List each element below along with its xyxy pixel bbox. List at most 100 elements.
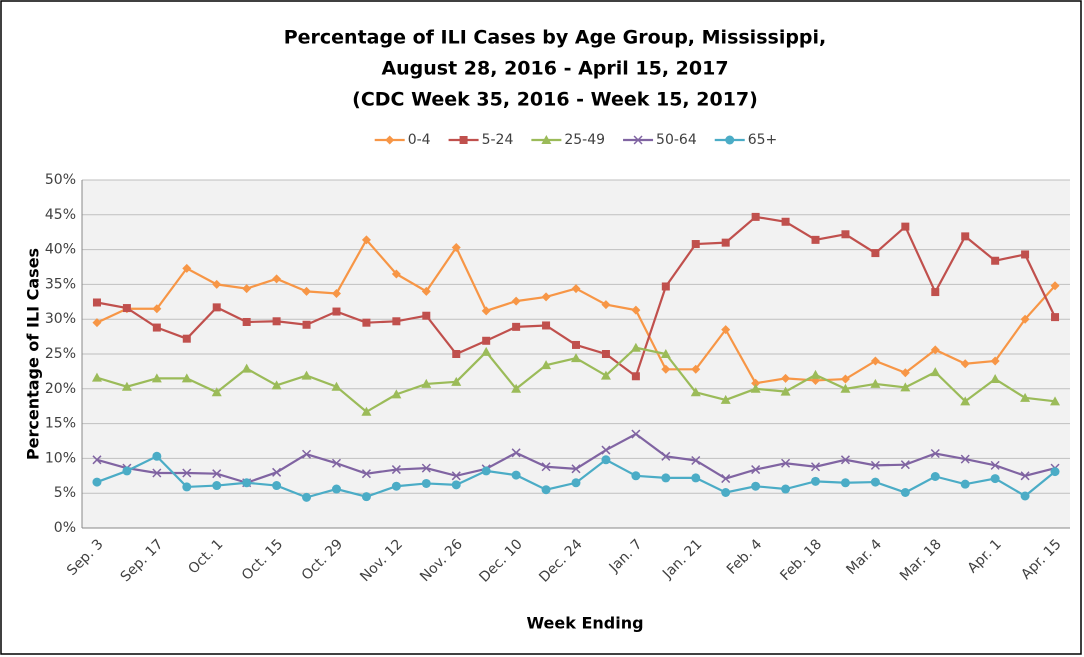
data-point (302, 492, 312, 502)
data-point (840, 383, 851, 393)
data-point (152, 451, 162, 461)
data-point (661, 473, 671, 483)
data-point (901, 222, 910, 231)
data-point (271, 380, 282, 390)
data-point (212, 481, 222, 491)
data-point (511, 296, 521, 306)
data-point (900, 368, 910, 378)
data-point (182, 263, 192, 273)
data-point (331, 381, 342, 391)
data-point (781, 217, 790, 226)
data-point (721, 238, 730, 247)
data-point (152, 304, 162, 314)
data-point (930, 471, 940, 481)
y-tick-label: 5% (54, 485, 76, 501)
data-point (721, 474, 731, 484)
data-point (571, 284, 581, 294)
data-point (781, 484, 791, 494)
data-point (361, 235, 371, 245)
data-point (242, 284, 252, 294)
y-tick-label: 15% (45, 416, 76, 432)
data-point (272, 467, 282, 477)
data-point (451, 480, 461, 490)
data-point (542, 321, 551, 330)
data-point (391, 465, 401, 475)
data-point (721, 325, 731, 335)
data-point (870, 477, 880, 487)
data-point (1020, 491, 1030, 501)
data-point (960, 479, 970, 489)
y-tick-label: 40% (45, 242, 76, 258)
data-point (451, 243, 461, 253)
data-point (211, 387, 222, 397)
data-point (421, 478, 431, 488)
data-point (751, 378, 761, 388)
data-point (630, 342, 641, 352)
y-tick-label: 0% (54, 520, 76, 536)
data-point (92, 455, 102, 465)
data-point (930, 448, 940, 459)
data-point (990, 474, 1000, 484)
data-point (601, 445, 611, 455)
data-point (421, 286, 431, 296)
data-point (541, 462, 551, 472)
data-point (302, 320, 311, 329)
data-point (182, 468, 192, 478)
data-point (182, 334, 191, 343)
legend: 0-4 5-24 25-49 50-64 65+ (374, 132, 778, 148)
data-point (92, 298, 101, 307)
legend-label: 0-4 (408, 132, 431, 148)
data-point (122, 304, 131, 313)
data-point (660, 349, 671, 358)
data-point (571, 478, 581, 488)
data-point (541, 292, 551, 302)
data-point (991, 256, 1000, 265)
data-point (302, 286, 312, 296)
data-point (451, 471, 461, 481)
data-point (182, 482, 192, 492)
y-tick-label: 20% (45, 381, 76, 397)
data-point (391, 481, 401, 491)
data-point (600, 370, 611, 380)
data-point (930, 367, 941, 377)
data-point (990, 460, 1000, 470)
data-point (511, 383, 522, 393)
data-point (633, 135, 643, 145)
data-point (781, 373, 791, 383)
legend-label: 65+ (748, 132, 778, 148)
data-point (272, 274, 282, 284)
data-point (810, 369, 821, 379)
data-point (481, 466, 491, 476)
data-point (152, 323, 161, 332)
data-point (1051, 313, 1060, 322)
data-point (212, 469, 222, 479)
y-tick-label: 10% (45, 450, 76, 466)
data-point (900, 460, 910, 470)
data-point (212, 279, 222, 289)
data-point (810, 462, 821, 472)
data-point (725, 135, 735, 145)
y-tick-label: 35% (45, 276, 76, 292)
data-point (181, 373, 192, 383)
data-point (601, 300, 611, 310)
data-point (720, 394, 731, 404)
data-point (811, 476, 821, 486)
data-point (541, 135, 552, 144)
data-point (601, 350, 610, 358)
data-point (511, 448, 521, 458)
data-point (421, 378, 432, 388)
data-point (482, 336, 491, 345)
data-point (960, 454, 970, 464)
y-tick-label: 45% (45, 207, 76, 223)
data-point (301, 370, 312, 380)
data-point (661, 451, 671, 461)
data-point (840, 374, 850, 384)
data-point (391, 269, 401, 279)
legend-label: 5-24 (482, 132, 514, 148)
data-point (781, 458, 791, 468)
data-point (751, 481, 761, 491)
data-point (571, 464, 581, 474)
data-point (840, 478, 850, 488)
data-point (272, 481, 282, 491)
data-point (541, 485, 551, 495)
